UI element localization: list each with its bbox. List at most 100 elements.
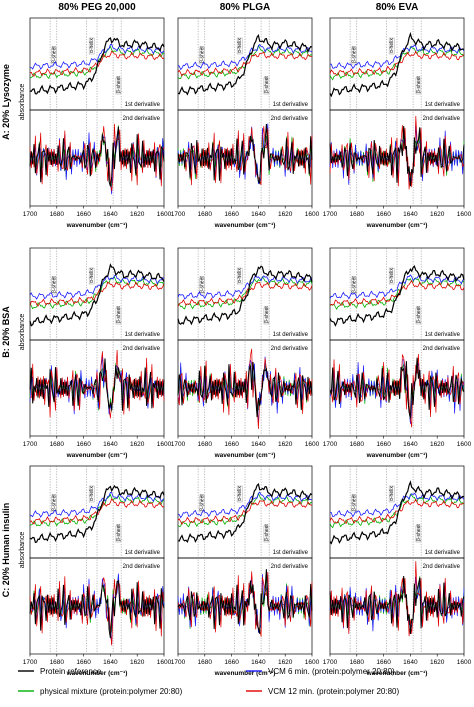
first-derivative-label: 1st derivative: [125, 332, 161, 338]
series-line-first-derivative: [329, 274, 465, 300]
band-label-box: [236, 267, 243, 285]
series-line-first-derivative: [177, 43, 313, 71]
x-tick-label: 1700: [323, 441, 338, 448]
x-tick-label: 1620: [430, 441, 445, 448]
x-axis-label: wavenumber (cm⁻¹): [66, 670, 128, 677]
x-tick-label: 1600: [305, 211, 320, 218]
x-tick-label: 1600: [457, 211, 472, 218]
first-derivative-label: 1st derivative: [425, 332, 461, 338]
x-tick-label: 1660: [376, 441, 391, 448]
band-label-box: [88, 267, 95, 285]
band-label-box: [88, 485, 95, 503]
legend-label-1: Protein reference: [40, 667, 102, 676]
band-label: α-helix: [389, 486, 395, 501]
band-label-box: [51, 277, 57, 295]
first-derivative-label: 1st derivative: [425, 102, 461, 108]
x-tick-label: 1640: [103, 211, 118, 218]
x-tick-label: 1600: [457, 441, 472, 448]
x-tick-label: 1640: [403, 441, 418, 448]
panel-r2-c3: β-sheet α-helix β-sheet 1st derivative 2nd d…: [323, 247, 472, 459]
band-label: β-sheet: [200, 494, 206, 511]
series-line-first-derivative: [29, 263, 165, 327]
band-label: β-sheet: [52, 46, 58, 63]
band-label: β-sheet: [116, 76, 122, 93]
x-tick-label: 1640: [403, 659, 418, 666]
series-line-first-derivative: [177, 34, 313, 96]
y-axis-label-1: absorbance: [19, 84, 26, 121]
x-tick-label: 1680: [50, 659, 65, 666]
series-line-second-derivative: [329, 115, 465, 190]
series-line-first-derivative: [30, 43, 165, 70]
x-tick-label: 1640: [251, 211, 266, 218]
first-derivative-label: 1st derivative: [273, 102, 309, 108]
x-tick-label: 1700: [171, 211, 186, 218]
band-label: β-sheet: [116, 524, 122, 541]
series-line-first-derivative: [29, 281, 165, 307]
x-tick-label: 1600: [157, 211, 172, 218]
second-derivative-label: 2nd derivative: [423, 116, 461, 122]
second-derivative-label: 2nd derivative: [271, 564, 309, 570]
series-line-second-derivative: [29, 579, 165, 639]
x-tick-label: 1640: [103, 659, 118, 666]
x-tick-label: 1680: [198, 211, 213, 218]
series-line-first-derivative: [177, 500, 313, 526]
x-axis-label: wavenumber (cm⁻¹): [214, 222, 276, 229]
first-derivative-label: 1st derivative: [273, 550, 309, 556]
column-title-2: 80% PLGA: [220, 2, 271, 13]
x-tick-label: 1700: [323, 659, 338, 666]
x-tick-label: 1600: [305, 441, 320, 448]
series-line-second-derivative: [177, 361, 313, 418]
series-line-second-derivative: [329, 353, 465, 428]
series-line-first-derivative: [329, 50, 465, 77]
band-label-box: [115, 307, 122, 325]
x-tick-label: 1660: [224, 659, 239, 666]
panel-r3-c2: β-sheet α-helix β-sheet 1st derivative 2nd d…: [171, 465, 320, 677]
column-title-1: 80% PEG 20,000: [58, 2, 136, 13]
band-label: β-sheet: [116, 306, 122, 323]
x-tick-label: 1660: [76, 211, 91, 218]
series-line-first-derivative: [29, 484, 165, 544]
x-tick-label: 1680: [198, 659, 213, 666]
x-tick-label: 1700: [323, 211, 338, 218]
band-label: β-sheet: [52, 276, 58, 293]
x-axis-label: wavenumber (cm⁻¹): [214, 670, 276, 677]
x-tick-label: 1620: [430, 659, 445, 666]
x-axis-label: wavenumber (cm⁻¹): [66, 452, 128, 459]
band-label: α-helix: [237, 486, 243, 501]
series-line-second-derivative: [29, 126, 165, 187]
series-line-second-derivative: [329, 357, 465, 419]
row-label-1: A: 20% Lysozyme: [1, 64, 11, 140]
x-tick-label: 1660: [76, 659, 91, 666]
series-line-second-derivative: [329, 575, 465, 635]
x-tick-label: 1700: [23, 659, 38, 666]
series-line-first-derivative: [329, 46, 465, 81]
x-axis-label: wavenumber (cm⁻¹): [66, 222, 128, 229]
panel-r1-c1: β-sheet α-helix β-sheet 1st derivative 2nd d…: [23, 17, 172, 229]
band-label-box: [351, 495, 357, 513]
y-axis-label-3: absorbance: [19, 532, 26, 569]
x-tick-label: 1620: [278, 211, 293, 218]
panel-r3-c3: β-sheet α-helix β-sheet 1st derivative 2nd d…: [323, 465, 472, 677]
x-tick-label: 1600: [157, 659, 172, 666]
first-derivative-label: 1st derivative: [273, 332, 309, 338]
series-line-first-derivative: [177, 51, 313, 77]
band-label: β-sheet: [416, 524, 422, 541]
x-tick-label: 1620: [430, 211, 445, 218]
x-tick-label: 1640: [251, 441, 266, 448]
band-label-box: [415, 77, 422, 95]
series-line-first-derivative: [177, 274, 313, 300]
x-tick-label: 1640: [403, 211, 418, 218]
panel-r1-c3: β-sheet α-helix β-sheet 1st derivative 2nd d…: [323, 17, 472, 229]
x-tick-label: 1700: [23, 441, 38, 448]
second-derivative-label: 2nd derivative: [123, 564, 161, 570]
band-label-box: [263, 307, 270, 325]
series-line-first-derivative: [177, 281, 313, 307]
band-label: β-sheet: [264, 524, 270, 541]
x-tick-label: 1620: [130, 211, 145, 218]
x-tick-label: 1620: [130, 659, 145, 666]
band-label: β-sheet: [264, 76, 270, 93]
band-label: β-sheet: [264, 306, 270, 323]
band-label: α-helix: [237, 268, 243, 283]
band-label-box: [388, 485, 395, 503]
band-label-box: [115, 77, 122, 95]
